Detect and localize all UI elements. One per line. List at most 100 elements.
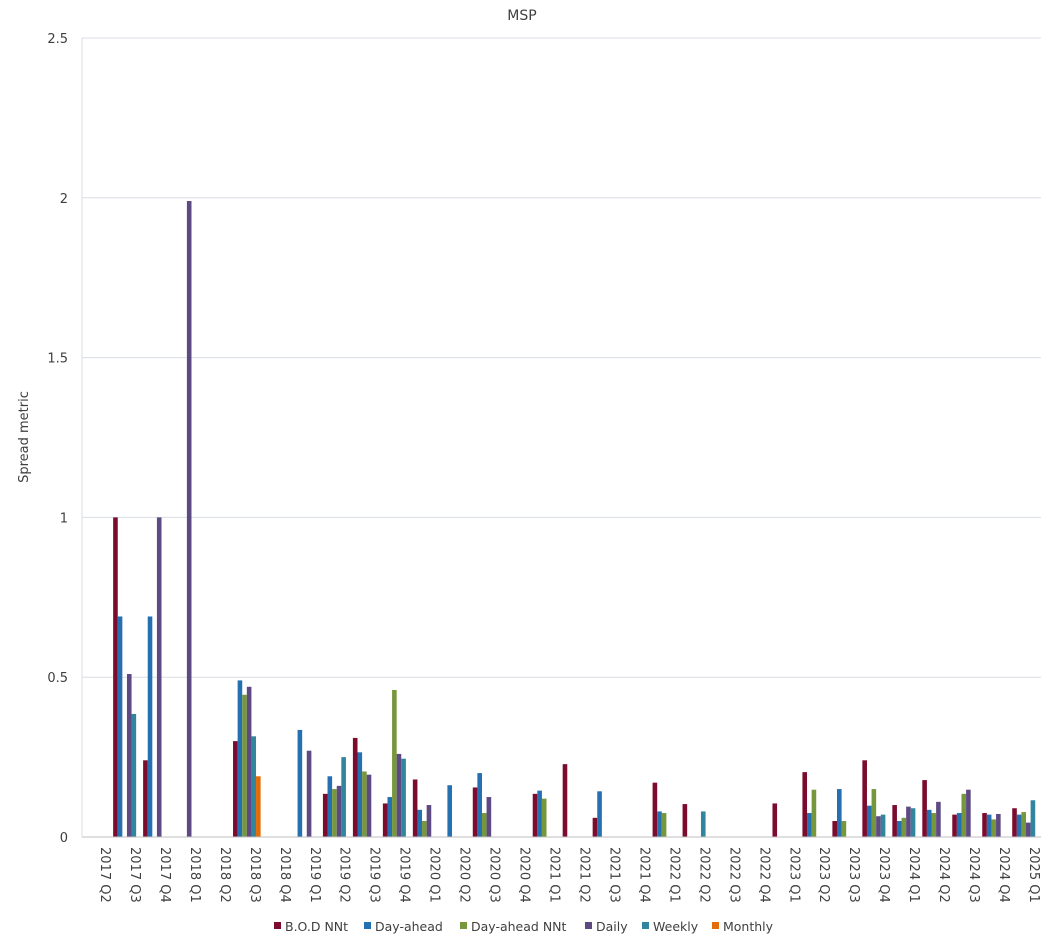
x-tick-label: 2017 Q4 <box>157 847 172 903</box>
bar-daily-2019-q1 <box>306 750 312 837</box>
y-tick-label: 1 <box>60 511 68 526</box>
y-tick-label: 0 <box>60 831 68 846</box>
bar-day-ahead-2023-q2 <box>807 813 812 837</box>
x-tick-label: 2019 Q3 <box>367 847 382 903</box>
bar-daily-2024-q1 <box>906 806 911 837</box>
bar-day-ahead-2019-q3 <box>357 752 363 837</box>
bar-day-ahead-nnt-2019-q3 <box>362 771 367 837</box>
bar-day-ahead-nnt-2024-q4 <box>991 819 997 837</box>
bar-daily-2024-q3 <box>966 789 971 837</box>
bar-b-o-d-nnt-2025-q1 <box>1012 808 1017 837</box>
bar-daily-2018-q3 <box>246 686 252 837</box>
x-tick-label: 2023 Q2 <box>816 847 831 903</box>
x-tick-label: 2018 Q3 <box>247 847 262 903</box>
bar-day-ahead-2017-q3 <box>117 616 123 837</box>
bar-daily-2019-q3 <box>366 774 372 837</box>
x-tick-label: 2020 Q4 <box>517 847 532 903</box>
bar-day-ahead-2024-q2 <box>926 809 932 837</box>
bar-day-ahead-nnt-2024-q3 <box>961 793 967 837</box>
x-tick-label: 2018 Q2 <box>217 847 232 903</box>
legend-swatch <box>274 922 281 929</box>
x-tick-label: 2024 Q2 <box>936 847 951 903</box>
bar-daily-2024-q2 <box>936 801 941 837</box>
bar-day-ahead-2023-q3 <box>837 789 842 837</box>
legend-entry: Monthly <box>723 919 774 934</box>
bar-daily-2019-q4 <box>396 753 402 837</box>
bar-day-ahead-nnt-2024-q2 <box>931 813 937 837</box>
bar-daily-2017-q4 <box>156 517 162 837</box>
bar-weekly-2017-q3 <box>131 713 137 837</box>
bar-weekly-2022-q2 <box>700 811 706 837</box>
bar-b-o-d-nnt-2021-q3 <box>592 817 598 837</box>
bar-b-o-d-nnt-2019-q2 <box>322 793 328 837</box>
x-tick-label: 2021 Q3 <box>607 847 622 903</box>
legend-entry: Daily <box>596 919 628 934</box>
bar-b-o-d-nnt-2024-q3 <box>952 814 957 837</box>
x-tick-label: 2019 Q1 <box>307 847 322 903</box>
x-tick-label: 2023 Q1 <box>786 847 801 903</box>
bar-day-ahead-nnt-2019-q4 <box>392 689 397 837</box>
gridlines <box>82 37 1041 678</box>
bar-b-o-d-nnt-2022-q1 <box>652 782 658 837</box>
bar-daily-2020-q3 <box>486 797 492 837</box>
bar-day-ahead-2020-q3 <box>477 773 482 837</box>
x-tick-label: 2019 Q2 <box>337 847 352 903</box>
legend: B.O.D NNt Day-ahead Day-ahead NNt Daily Week… <box>274 919 774 934</box>
bar-day-ahead-2019-q4 <box>387 797 393 837</box>
x-tick-label: 2020 Q3 <box>487 847 502 903</box>
bar-daily-2020-q1 <box>426 805 432 837</box>
bar-day-ahead-2017-q4 <box>147 616 153 837</box>
x-tick-label: 2017 Q3 <box>127 847 142 903</box>
legend-entry: Day-ahead <box>375 919 443 934</box>
bar-day-ahead-2019-q2 <box>327 776 333 837</box>
x-tick-label: 2018 Q1 <box>187 847 202 903</box>
bar-weekly-2025-q1 <box>1030 800 1036 837</box>
x-tick-label: 2023 Q3 <box>846 847 861 903</box>
x-tick-label: 2019 Q4 <box>397 847 412 903</box>
y-tick-label: 2 <box>60 192 68 207</box>
bar-day-ahead-2020-q1 <box>417 809 423 837</box>
bars <box>113 201 1036 837</box>
bar-b-o-d-nnt-2020-q3 <box>472 787 478 837</box>
y-axis-label: Spread metric <box>17 391 32 483</box>
legend-entry: Day-ahead NNt <box>471 919 567 934</box>
bar-day-ahead-nnt-2023-q2 <box>811 789 817 837</box>
bar-b-o-d-nnt-2020-q1 <box>412 779 418 837</box>
legend-swatch <box>712 922 719 929</box>
x-tick-label: 2021 Q4 <box>636 847 651 903</box>
bar-day-ahead-nnt-2020-q3 <box>481 813 487 837</box>
legend-swatch <box>460 922 467 929</box>
bar-b-o-d-nnt-2018-q3 <box>233 741 238 837</box>
bar-weekly-2018-q3 <box>251 736 257 837</box>
bar-b-o-d-nnt-2023-q4 <box>862 760 867 837</box>
bar-day-ahead-nnt-2025-q1 <box>1021 812 1027 837</box>
bar-b-o-d-nnt-2019-q4 <box>382 803 388 837</box>
bar-weekly-2019-q4 <box>401 758 406 837</box>
bar-b-o-d-nnt-2023-q1 <box>772 803 778 837</box>
x-axis-ticks: 2017 Q2 2017 Q3 2017 Q4 2018 Q1 2018 Q2 2018 … <box>97 847 1041 903</box>
bar-b-o-d-nnt-2022-q2 <box>682 804 688 837</box>
bar-daily-2019-q2 <box>336 785 342 837</box>
bar-day-ahead-2018-q3 <box>237 680 243 837</box>
bar-b-o-d-nnt-2023-q2 <box>802 772 808 837</box>
bar-day-ahead-nnt-2019-q2 <box>332 789 337 837</box>
legend-entry: B.O.D NNt <box>285 919 348 934</box>
bar-daily-2018-q1 <box>186 201 192 837</box>
bar-b-o-d-nnt-2021-q1 <box>532 793 538 837</box>
bar-b-o-d-nnt-2024-q4 <box>982 813 987 837</box>
bar-b-o-d-nnt-2017-q4 <box>143 760 148 837</box>
x-tick-label: 2018 Q4 <box>277 847 292 903</box>
bar-b-o-d-nnt-2021-q2 <box>562 764 568 837</box>
bar-day-ahead-nnt-2024-q1 <box>901 817 907 837</box>
x-tick-label: 2020 Q2 <box>457 847 472 903</box>
x-tick-label: 2020 Q1 <box>427 847 442 903</box>
legend-swatch <box>364 922 371 929</box>
x-tick-label: 2021 Q1 <box>547 847 562 903</box>
bar-b-o-d-nnt-2024-q2 <box>922 780 927 837</box>
bar-b-o-d-nnt-2024-q1 <box>892 805 897 837</box>
x-tick-label: 2024 Q3 <box>966 847 981 903</box>
bar-day-ahead-2025-q1 <box>1016 814 1022 837</box>
bar-monthly-2018-q3 <box>256 776 261 837</box>
bar-day-ahead-2021-q3 <box>597 791 602 837</box>
